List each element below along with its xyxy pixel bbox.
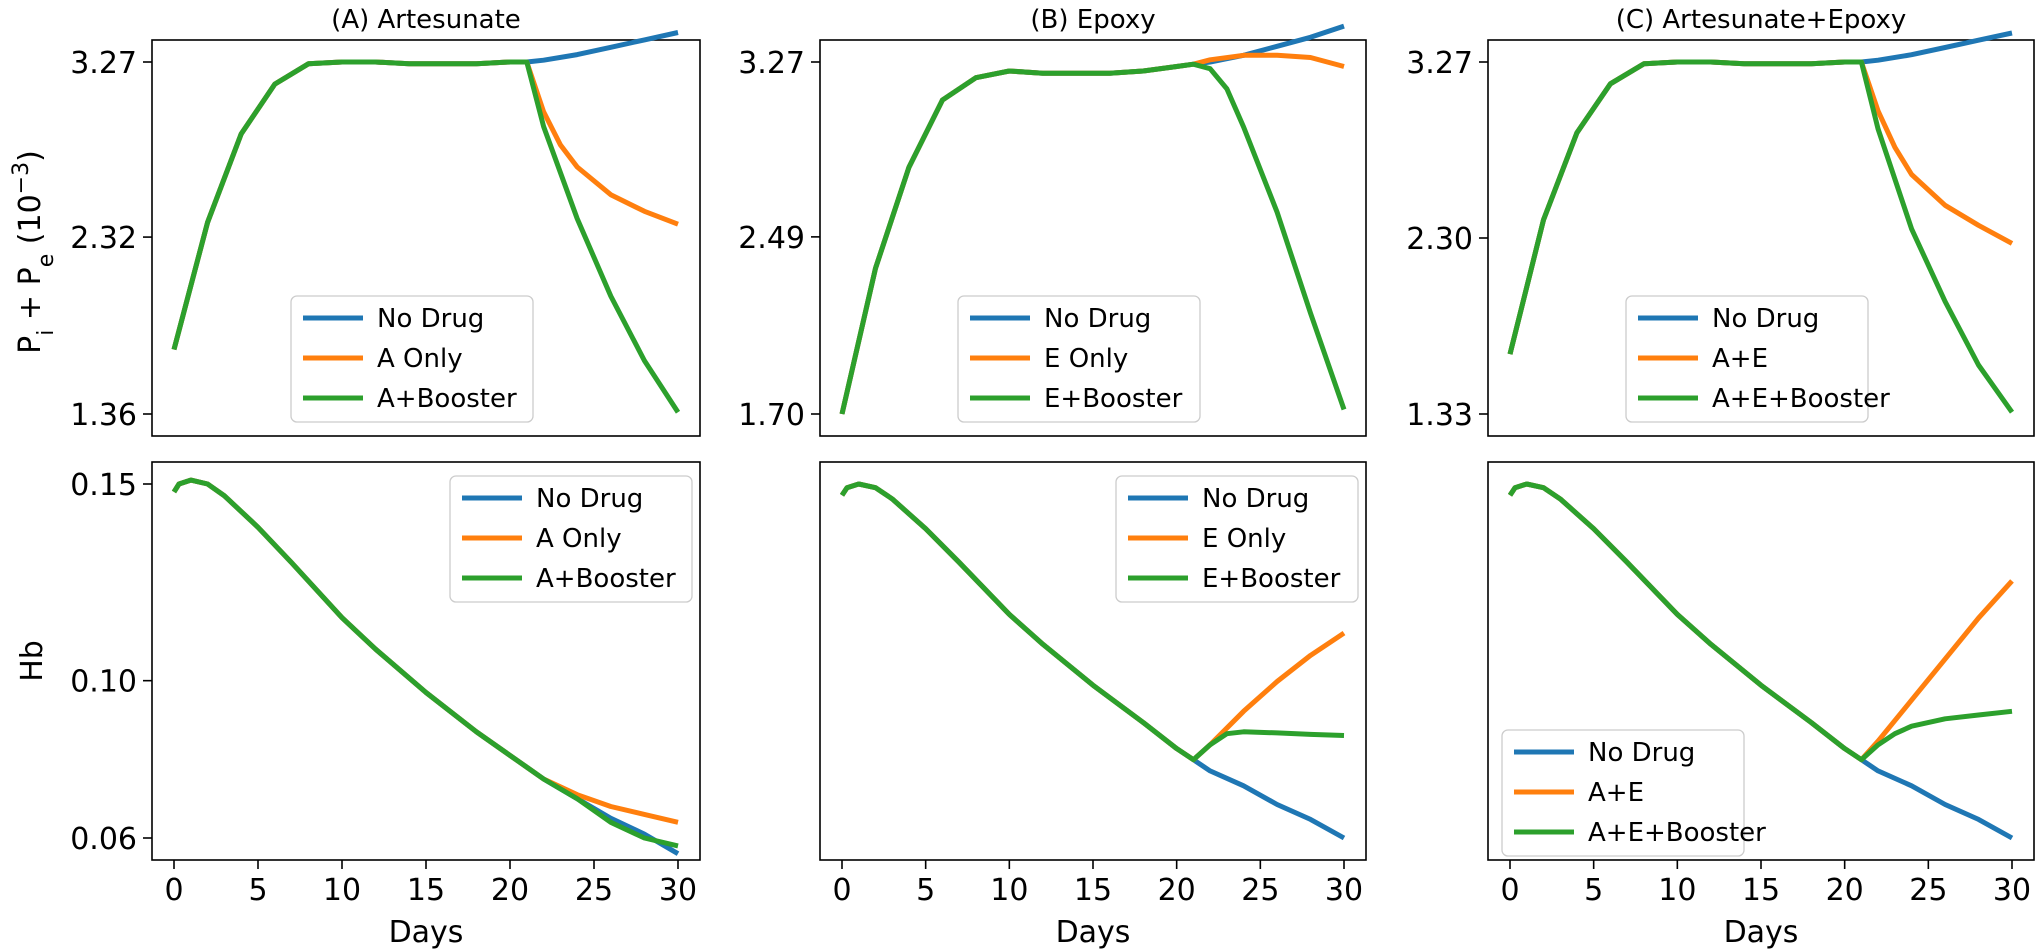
x-tick-label: 10	[323, 873, 361, 908]
panel-C-top: (C) Artesunate+Epoxy 3.27 2.30 1.33 No Drug A…	[1406, 5, 2035, 437]
ylabel-pi-pe: Pi + Pe (10−3)	[9, 150, 59, 354]
legend-label: No Drug	[1588, 738, 1695, 768]
series-line-e-booster	[839, 61, 1347, 415]
y-tick-label: 1.36	[70, 398, 137, 433]
x-tick-label: 25	[1909, 873, 1947, 908]
x-axis-label: Days	[389, 915, 464, 950]
y-tick-label: 1.33	[1406, 398, 1473, 433]
legend-label: A+Booster	[377, 384, 517, 414]
panel-A-top: (A) Artesunate 3.27 2.32 1.36 No Drug A Only A…	[70, 5, 701, 437]
x-tick-label: 20	[1826, 873, 1864, 908]
x-tick-label: 15	[1074, 873, 1112, 908]
panel-A-bottom: 0.15 0.10 0.06 0 5 10 15 20 25 30 Days Hb No Drug A O…	[15, 461, 701, 950]
panel-title: (A) Artesunate	[331, 5, 521, 35]
legend-label: A+E+Booster	[1712, 384, 1890, 414]
legend-label: No Drug	[1044, 304, 1151, 334]
x-tick-label: 10	[990, 873, 1028, 908]
legend-label: E Only	[1202, 524, 1286, 554]
series-line-a-e-booster	[1507, 59, 2015, 414]
legend-label: A+Booster	[536, 564, 676, 594]
legend-label: A Only	[536, 524, 622, 554]
legend-label: A+E	[1712, 344, 1768, 374]
series-line-a-e-booster	[1507, 481, 2013, 763]
x-axis-label: Days	[1724, 915, 1799, 950]
panel-title: (C) Artesunate+Epoxy	[1616, 5, 1907, 35]
legend-box	[449, 475, 693, 603]
y-tick-label: 0.06	[70, 822, 137, 857]
x-tick-label: 20	[1158, 873, 1196, 908]
series-line-a-booster	[171, 477, 679, 849]
legend-box	[957, 295, 1201, 423]
legend: No Drug E Only E+Booster	[957, 295, 1201, 423]
x-axis-label: Days	[1056, 915, 1131, 950]
legend-label: No Drug	[1712, 304, 1819, 334]
legend-label: A Only	[377, 344, 463, 374]
x-tick-label: 5	[916, 873, 935, 908]
legend-label: No Drug	[1202, 484, 1309, 514]
legend: No Drug A+E A+E+Booster	[1625, 295, 1890, 423]
panel-title: (B) Epoxy	[1030, 5, 1155, 35]
x-tick-label: 20	[491, 873, 529, 908]
y-tick-label: 2.32	[70, 221, 137, 256]
panel-B-bottom: 0 5 10 15 20 25 30 Days No Drug E Only E+Booster	[819, 461, 1367, 950]
x-tick-label: 0	[164, 873, 183, 908]
y-tick-label: 3.27	[738, 46, 805, 81]
legend: No Drug A Only A+Booster	[449, 475, 693, 603]
x-tick-label: 30	[1993, 873, 2031, 908]
x-tick-label: 10	[1658, 873, 1696, 908]
legend: No Drug A+E A+E+Booster	[1501, 729, 1766, 857]
series-line-e-booster	[839, 481, 1345, 763]
legend-box	[1501, 729, 1745, 857]
x-tick-label: 15	[407, 873, 445, 908]
x-tick-label: 30	[1325, 873, 1363, 908]
x-tick-label: 25	[1241, 873, 1279, 908]
legend-label: E Only	[1044, 344, 1128, 374]
x-tick-label: 0	[1500, 873, 1519, 908]
y-tick-label: 2.49	[738, 221, 805, 256]
legend-label: A+E	[1588, 778, 1644, 808]
x-tick-label: 5	[1584, 873, 1603, 908]
legend-label: No Drug	[536, 484, 643, 514]
legend-box	[1115, 475, 1359, 603]
x-tick-label: 0	[832, 873, 851, 908]
y-tick-label: 0.15	[70, 468, 137, 503]
legend: No Drug E Only E+Booster	[1115, 475, 1359, 603]
y-tick-label: 3.27	[1406, 46, 1473, 81]
plot-frame	[819, 39, 1367, 437]
x-tick-label: 5	[248, 873, 267, 908]
x-tick-label: 30	[659, 873, 697, 908]
x-tick-label: 25	[575, 873, 613, 908]
y-tick-label: 0.10	[70, 665, 137, 700]
y-tick-label: 2.30	[1406, 222, 1473, 257]
legend-box	[290, 295, 534, 423]
legend-label: E+Booster	[1044, 384, 1183, 414]
y-axis-label: Hb	[15, 640, 50, 682]
legend-box	[1625, 295, 1869, 423]
series-line-a-booster	[171, 59, 681, 414]
panel-C-bottom: 0 5 10 15 20 25 30 Days No Drug A+E A+E+Booster	[1487, 461, 2035, 950]
plot-frame	[151, 39, 701, 437]
legend-label: A+E+Booster	[1588, 818, 1766, 848]
y-tick-label: 3.27	[70, 46, 137, 81]
legend-label: E+Booster	[1202, 564, 1341, 594]
y-tick-label: 1.70	[738, 398, 805, 433]
legend-label: No Drug	[377, 304, 484, 334]
panel-B-top: (B) Epoxy 3.27 2.49 1.70 No Drug E Only E+Boos…	[738, 5, 1367, 437]
legend: No Drug A Only A+Booster	[290, 295, 534, 423]
x-tick-label: 15	[1742, 873, 1780, 908]
